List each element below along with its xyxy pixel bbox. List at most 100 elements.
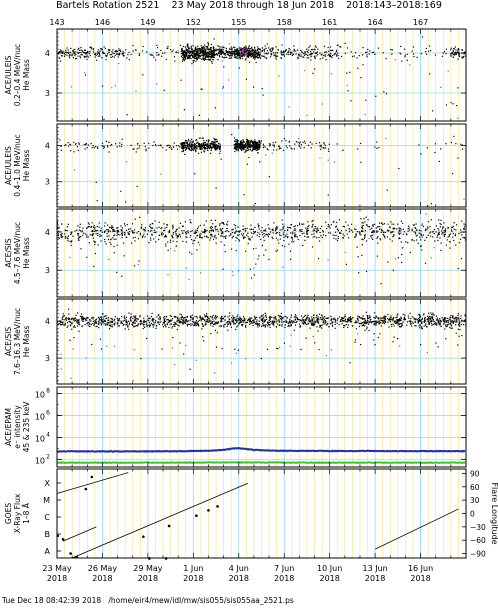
data-point bbox=[63, 55, 66, 57]
data-point bbox=[63, 319, 65, 321]
data-point bbox=[257, 141, 259, 143]
data-point bbox=[311, 322, 313, 324]
data-point bbox=[180, 55, 183, 58]
data-point bbox=[233, 51, 235, 53]
data-point bbox=[205, 220, 207, 222]
data-point bbox=[443, 234, 446, 236]
data-point bbox=[214, 317, 216, 319]
data-point bbox=[81, 230, 83, 232]
data-point bbox=[306, 232, 308, 234]
data-point bbox=[336, 239, 339, 242]
data-point bbox=[429, 226, 431, 228]
data-point bbox=[418, 321, 420, 323]
data-point bbox=[377, 242, 379, 244]
data-point bbox=[452, 52, 454, 54]
data-point bbox=[280, 50, 282, 52]
data-point bbox=[211, 56, 213, 59]
data-point bbox=[165, 236, 167, 238]
data-point bbox=[231, 232, 234, 234]
data-point bbox=[137, 324, 139, 326]
data-point bbox=[110, 320, 112, 323]
data-point bbox=[256, 234, 258, 236]
data-point bbox=[328, 50, 330, 52]
data-point bbox=[85, 51, 87, 54]
data-point bbox=[69, 51, 72, 54]
data-point bbox=[123, 55, 125, 57]
data-point bbox=[203, 58, 205, 60]
data-point bbox=[360, 322, 362, 324]
data-point bbox=[174, 316, 176, 318]
data-point bbox=[68, 55, 70, 57]
data-point bbox=[232, 318, 234, 320]
data-point bbox=[223, 326, 225, 328]
data-point bbox=[133, 320, 136, 322]
data-point bbox=[195, 150, 197, 153]
data-point bbox=[177, 49, 179, 52]
data-point bbox=[249, 142, 251, 144]
data-point bbox=[173, 56, 176, 58]
data-point bbox=[269, 326, 271, 329]
data-point bbox=[159, 316, 161, 319]
data-point bbox=[324, 147, 326, 149]
data-point bbox=[337, 237, 339, 240]
data-point bbox=[196, 235, 198, 237]
data-point bbox=[148, 318, 150, 320]
data-point bbox=[151, 233, 153, 235]
data-point bbox=[233, 322, 235, 324]
data-point bbox=[194, 143, 196, 145]
data-point bbox=[185, 141, 187, 144]
data-point bbox=[98, 53, 100, 55]
data-point bbox=[190, 145, 193, 148]
data-point bbox=[259, 48, 261, 50]
data-point bbox=[192, 318, 194, 321]
data-point bbox=[184, 231, 187, 234]
data-point bbox=[214, 234, 216, 236]
data-point bbox=[398, 238, 400, 240]
data-point bbox=[181, 147, 183, 149]
data-point bbox=[455, 321, 457, 323]
data-point bbox=[111, 87, 113, 89]
data-point bbox=[289, 53, 292, 55]
data-point bbox=[154, 220, 156, 222]
data-point bbox=[216, 139, 218, 141]
data-point bbox=[181, 146, 184, 148]
data-point bbox=[282, 321, 284, 323]
data-point bbox=[320, 148, 322, 150]
data-point bbox=[212, 321, 214, 323]
data-point bbox=[98, 52, 100, 54]
data-point bbox=[460, 258, 462, 260]
data-point bbox=[220, 321, 222, 323]
data-point bbox=[66, 54, 68, 56]
data-point bbox=[419, 236, 421, 238]
data-point bbox=[249, 318, 252, 320]
data-point bbox=[379, 321, 382, 324]
data-point bbox=[111, 226, 113, 228]
data-point bbox=[320, 325, 322, 327]
data-point bbox=[175, 229, 178, 231]
data-point bbox=[247, 142, 249, 144]
data-point bbox=[194, 231, 196, 233]
data-point bbox=[408, 229, 411, 231]
data-point bbox=[70, 244, 72, 247]
data-point bbox=[200, 137, 202, 139]
data-point bbox=[463, 223, 465, 225]
data-point bbox=[158, 144, 160, 147]
data-point bbox=[114, 50, 116, 53]
data-point bbox=[457, 87, 459, 89]
data-point bbox=[332, 49, 334, 51]
data-point bbox=[411, 239, 413, 241]
data-point bbox=[288, 106, 290, 108]
data-point bbox=[181, 49, 183, 51]
data-point bbox=[335, 234, 338, 236]
data-point bbox=[206, 45, 208, 48]
data-point bbox=[208, 231, 211, 233]
data-point bbox=[399, 232, 401, 234]
data-point bbox=[295, 50, 297, 52]
data-point bbox=[257, 223, 259, 225]
data-point bbox=[249, 61, 251, 63]
data-point bbox=[269, 144, 271, 146]
data-point bbox=[74, 318, 76, 320]
data-point bbox=[219, 223, 221, 225]
data-point bbox=[191, 230, 193, 232]
data-point bbox=[189, 219, 191, 221]
